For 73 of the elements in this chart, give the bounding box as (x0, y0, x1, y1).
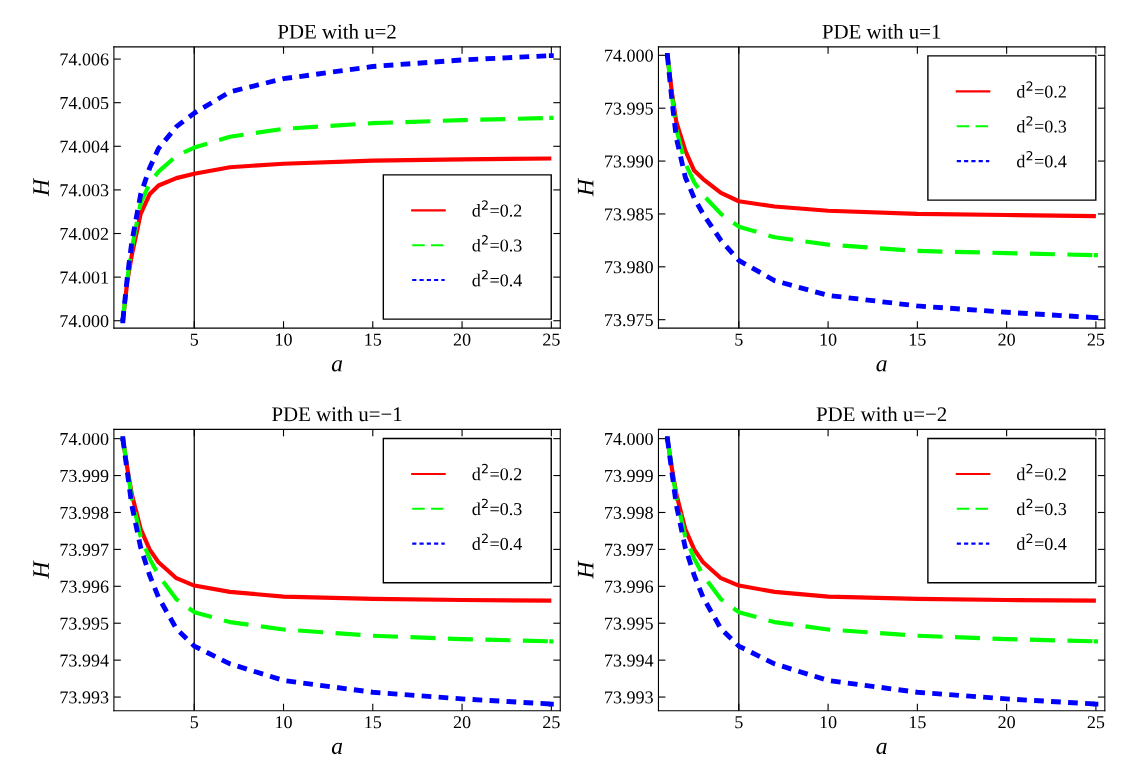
legend-label: d$^{2}$=0.3 (472, 235, 522, 252)
x-tick-label: 15 (909, 716, 926, 729)
y-tick-label: 73.996 (605, 580, 654, 593)
x-tick-label: 10 (820, 716, 837, 729)
y-tick-label: 74.002 (60, 227, 109, 241)
y-axis-title: H (577, 560, 594, 579)
y-tick-label: 73.990 (605, 155, 653, 168)
x-tick-label: 20 (453, 716, 471, 729)
x-tick-label: 25 (543, 716, 560, 729)
legend-label: d$^{2}$=0.3 (1017, 116, 1067, 133)
y-tick-label: 73.997 (605, 543, 654, 556)
y-tick-label: 73.993 (60, 691, 109, 704)
chart-title: PDE with u=−2 (816, 406, 947, 422)
y-tick-label: 73.999 (60, 469, 109, 483)
y-axis-title: H (33, 560, 49, 579)
y-tick-label: 74.000 (60, 432, 109, 446)
y-tick-label: 74.006 (60, 53, 109, 66)
x-tick-label: 20 (453, 333, 471, 346)
x-tick-label: 10 (276, 716, 292, 729)
legend-label: d$^{2}$=0.2 (1017, 463, 1066, 481)
x-tick-label: 10 (276, 333, 292, 346)
legend-label: d$^{2}$=0.4 (1017, 533, 1067, 551)
y-tick-label: 74.005 (60, 96, 109, 110)
y-tick-label: 73.999 (605, 469, 653, 483)
x-tick-label: 25 (543, 333, 560, 346)
chart-title: PDE with u=2 (277, 24, 396, 39)
y-tick-label: 74.000 (60, 315, 109, 328)
y-tick-label: 73.996 (60, 580, 109, 593)
x-axis-title: a (876, 360, 887, 372)
y-tick-label: 73.975 (605, 314, 653, 327)
x-axis-title: a (331, 360, 343, 372)
chart-title: PDE with u=1 (822, 24, 941, 39)
x-tick-label: 15 (365, 716, 382, 729)
y-tick-label: 74.001 (60, 271, 108, 284)
y-tick-label: 74.003 (60, 184, 109, 197)
x-tick-label: 25 (1087, 333, 1105, 346)
x-tick-label: 25 (1087, 716, 1105, 729)
y-tick-label: 73.995 (605, 617, 653, 630)
legend-label: d$^{2}$=0.3 (472, 498, 522, 516)
y-tick-label: 73.985 (605, 208, 653, 221)
y-axis-title: H (577, 177, 594, 197)
x-tick-label: 5 (735, 716, 743, 729)
y-tick-label: 74.000 (605, 432, 653, 446)
legend-label: d$^{2}$=0.4 (472, 533, 522, 551)
x-axis-title: a (331, 742, 343, 755)
x-tick-label: 20 (998, 333, 1015, 346)
y-tick-label: 73.994 (605, 654, 654, 667)
legend-label: d$^{2}$=0.4 (1017, 150, 1067, 168)
x-tick-label: 10 (820, 333, 837, 346)
y-tick-label: 73.994 (60, 654, 109, 667)
y-tick-label: 74.000 (605, 49, 653, 62)
y-tick-label: 74.004 (60, 140, 109, 153)
y-tick-label: 73.993 (605, 691, 653, 704)
legend-label: d$^{2}$=0.3 (1017, 498, 1067, 516)
x-tick-label: 5 (190, 333, 199, 346)
y-axis-title: H (33, 177, 49, 197)
x-tick-label: 20 (998, 716, 1015, 729)
legend-label: d$^{2}$=0.2 (472, 200, 522, 217)
y-tick-label: 73.998 (60, 506, 109, 519)
x-tick-label: 5 (735, 333, 743, 346)
x-tick-label: 5 (190, 716, 199, 729)
x-tick-label: 15 (365, 333, 382, 346)
y-tick-label: 73.995 (605, 102, 653, 115)
y-tick-label: 73.998 (605, 506, 653, 519)
legend-label: d$^{2}$=0.4 (472, 269, 522, 287)
x-tick-label: 15 (909, 333, 926, 346)
chart-title: PDE with u=−1 (272, 406, 402, 422)
y-tick-label: 73.995 (60, 617, 109, 630)
legend-label: d$^{2}$=0.2 (1017, 81, 1066, 98)
x-axis-title: a (876, 742, 887, 755)
legend-label: d$^{2}$=0.2 (472, 463, 522, 481)
y-tick-label: 73.997 (60, 543, 109, 556)
y-tick-label: 73.980 (605, 261, 653, 274)
